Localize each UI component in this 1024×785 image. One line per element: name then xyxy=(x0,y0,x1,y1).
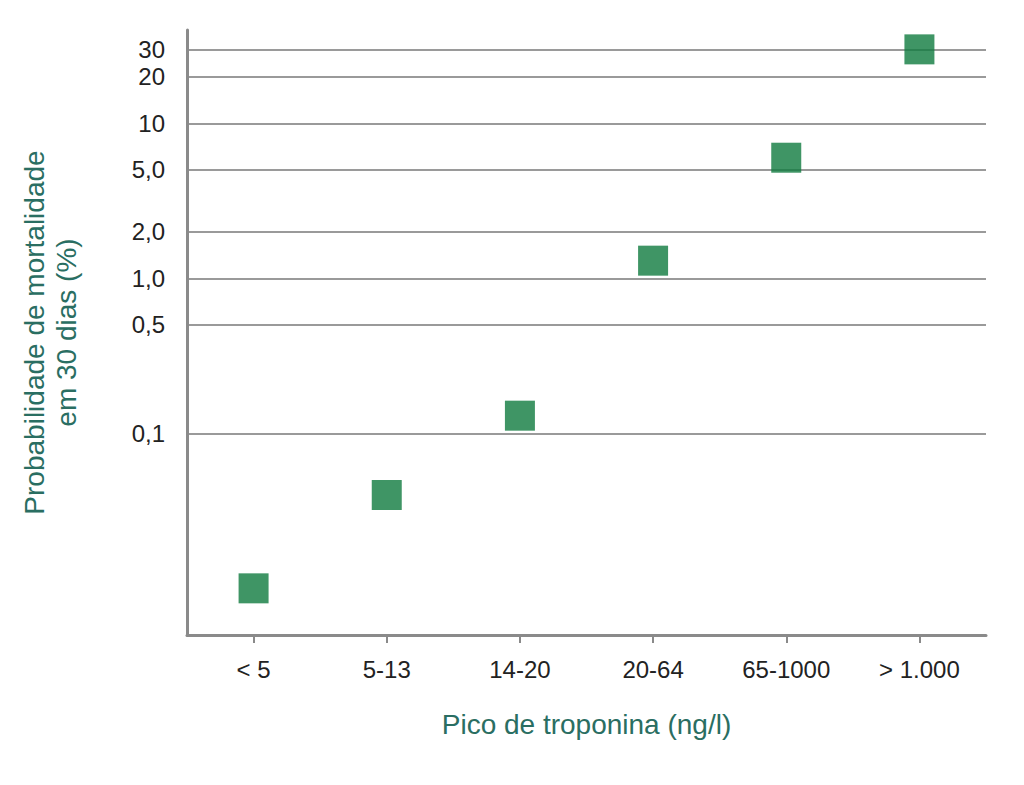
svg-text:Probabilidade de mortalidade: Probabilidade de mortalidade xyxy=(19,150,50,514)
svg-text:5-13: 5-13 xyxy=(363,656,411,683)
svg-text:20-64: 20-64 xyxy=(622,656,683,683)
svg-text:Pico de troponina (ng/l): Pico de troponina (ng/l) xyxy=(442,709,732,740)
svg-text:65-1000: 65-1000 xyxy=(742,656,830,683)
svg-text:30: 30 xyxy=(138,36,165,63)
svg-text:20: 20 xyxy=(138,63,165,90)
svg-text:0,5: 0,5 xyxy=(132,311,165,338)
svg-text:10: 10 xyxy=(138,110,165,137)
svg-text:1,0: 1,0 xyxy=(132,265,165,292)
svg-text:2,0: 2,0 xyxy=(132,218,165,245)
svg-text:< 5: < 5 xyxy=(237,656,271,683)
svg-text:> 1.000: > 1.000 xyxy=(879,656,960,683)
svg-text:0,1: 0,1 xyxy=(132,420,165,447)
svg-text:em 30 dias (%): em 30 dias (%) xyxy=(51,238,82,426)
svg-text:5,0: 5,0 xyxy=(132,156,165,183)
svg-text:14-20: 14-20 xyxy=(489,656,550,683)
